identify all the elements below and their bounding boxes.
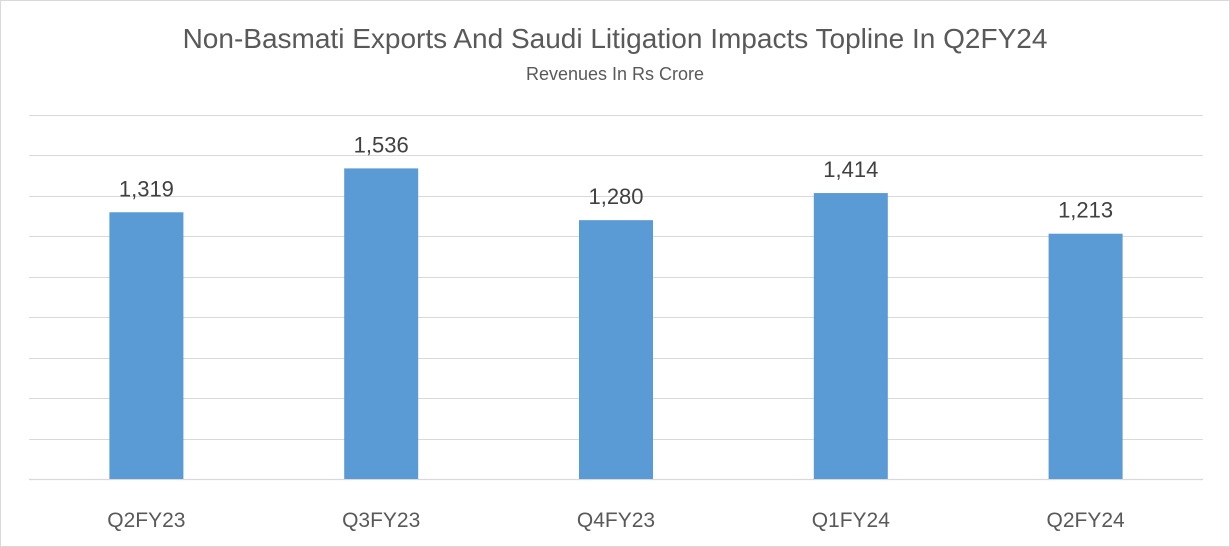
- bar: [109, 212, 184, 479]
- x-tick-label: Q2FY23: [107, 509, 185, 532]
- x-tick-label: Q1FY24: [812, 509, 891, 532]
- bar: [813, 193, 888, 479]
- bar: [1048, 233, 1123, 479]
- x-tick-label: Q4FY23: [577, 509, 655, 532]
- x-tick-label: Q2FY24: [1046, 509, 1125, 532]
- data-label: 1,414: [823, 157, 878, 182]
- chart-title: Non-Basmati Exports And Saudi Litigation…: [182, 23, 1048, 54]
- bar: [344, 168, 419, 480]
- bar: [579, 220, 653, 479]
- data-label: 1,536: [354, 132, 409, 157]
- data-label: 1,280: [588, 184, 643, 209]
- x-tick-label: Q3FY23: [342, 509, 420, 532]
- data-label: 1,319: [119, 176, 174, 201]
- chart-subtitle: Revenues In Rs Crore: [525, 64, 705, 84]
- data-label: 1,213: [1058, 198, 1113, 223]
